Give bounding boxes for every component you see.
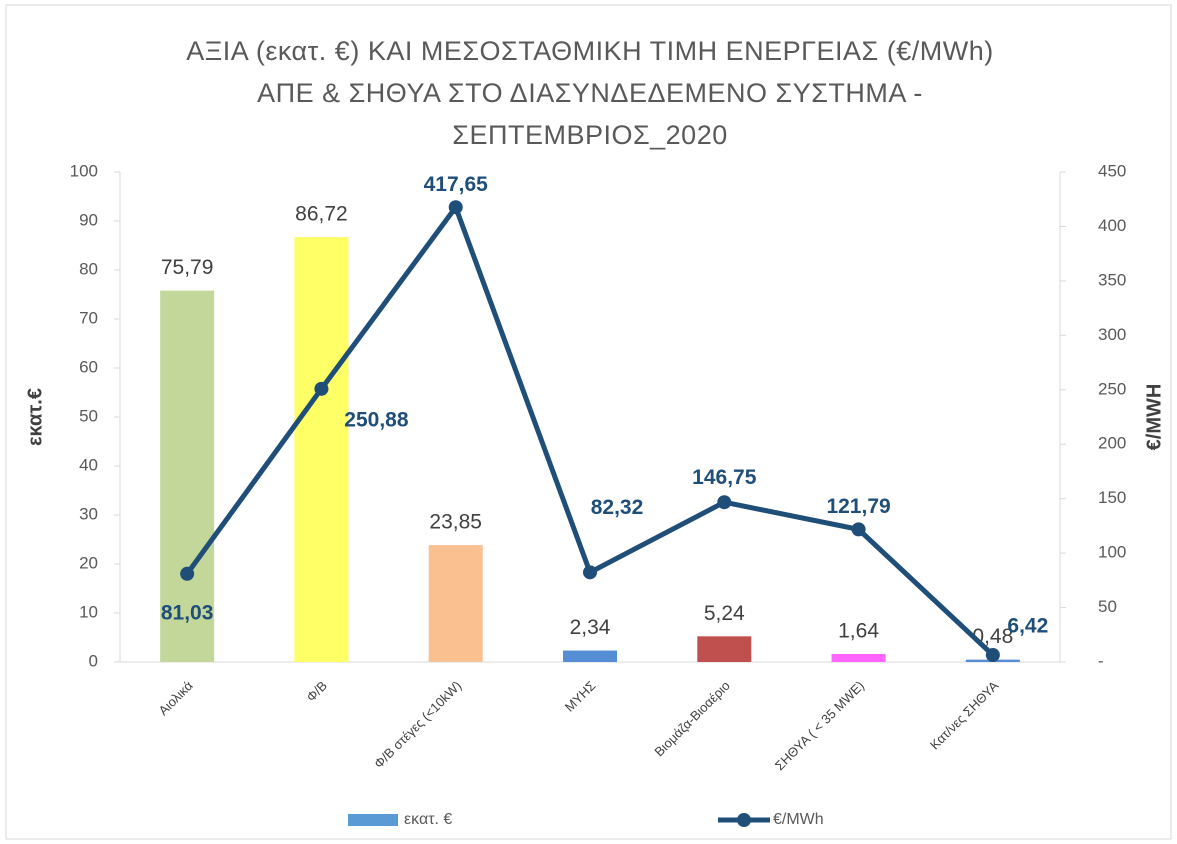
legend-label: €/MWh (773, 811, 824, 828)
bar (294, 237, 349, 662)
bar (563, 650, 617, 662)
chart-title: ΑΞΙΑ (εκατ. €) ΚΑΙ ΜΕΣΟΣΤΑΘΜΙΚΗ ΤΙΜΗ ΕΝΕ… (186, 36, 994, 150)
line-label: 6,42 (1007, 615, 1048, 638)
bar-label: 75,79 (161, 256, 214, 279)
line-label: 82,32 (591, 496, 644, 519)
y2-tick-label: - (1098, 651, 1104, 670)
y2-tick-label: 100 (1098, 543, 1126, 562)
bar-label: 1,64 (838, 620, 879, 643)
line-point (717, 495, 732, 510)
y-tick-label: 80 (79, 259, 98, 278)
y-tick-label: 70 (79, 308, 98, 327)
bar-label: 86,72 (295, 203, 348, 226)
y-tick-label: 30 (79, 504, 98, 523)
bar-label: 23,85 (429, 511, 482, 534)
line-label: 146,75 (692, 466, 757, 489)
y-tick-label: 20 (79, 553, 98, 572)
bar (428, 545, 483, 662)
line-point (448, 200, 463, 215)
line-point (583, 565, 597, 580)
line-label: 250,88 (344, 408, 409, 431)
y2-tick-label: 250 (1098, 379, 1126, 398)
legend-label: εκατ. € (404, 811, 452, 828)
line-label: 81,03 (161, 601, 214, 624)
y-tick-label: 50 (79, 406, 98, 425)
y2-tick-label: 350 (1098, 270, 1126, 289)
y-tick-label: 100 (70, 161, 98, 180)
y2-axis-title: €/MWH (1143, 384, 1165, 451)
line-label: 417,65 (424, 173, 489, 196)
line-point (985, 648, 1000, 663)
legend-swatch (348, 814, 398, 826)
y2-tick-label: 300 (1098, 325, 1126, 344)
bar-label: 5,24 (704, 602, 745, 625)
y-tick-label: 90 (79, 210, 98, 229)
line-point (314, 381, 329, 396)
y2-tick-label: 150 (1098, 488, 1126, 507)
y-tick-label: 40 (79, 455, 98, 474)
y-axis-title: εκατ.€ (24, 388, 46, 446)
y-tick-label: 10 (79, 602, 98, 621)
legend-marker (737, 813, 751, 827)
y2-tick-label: 400 (1098, 216, 1126, 235)
y2-tick-label: 450 (1098, 161, 1126, 180)
line-label: 121,79 (826, 495, 890, 518)
y2-tick-label: 200 (1098, 434, 1126, 453)
bar (831, 653, 886, 662)
bar (697, 636, 752, 662)
y-tick-label: 0 (89, 651, 98, 670)
line-point (180, 566, 195, 581)
bar-label: 2,34 (570, 616, 611, 639)
y-tick-label: 60 (79, 357, 98, 376)
line-point (851, 522, 866, 537)
y2-tick-label: 50 (1098, 597, 1117, 616)
bar (160, 290, 215, 662)
